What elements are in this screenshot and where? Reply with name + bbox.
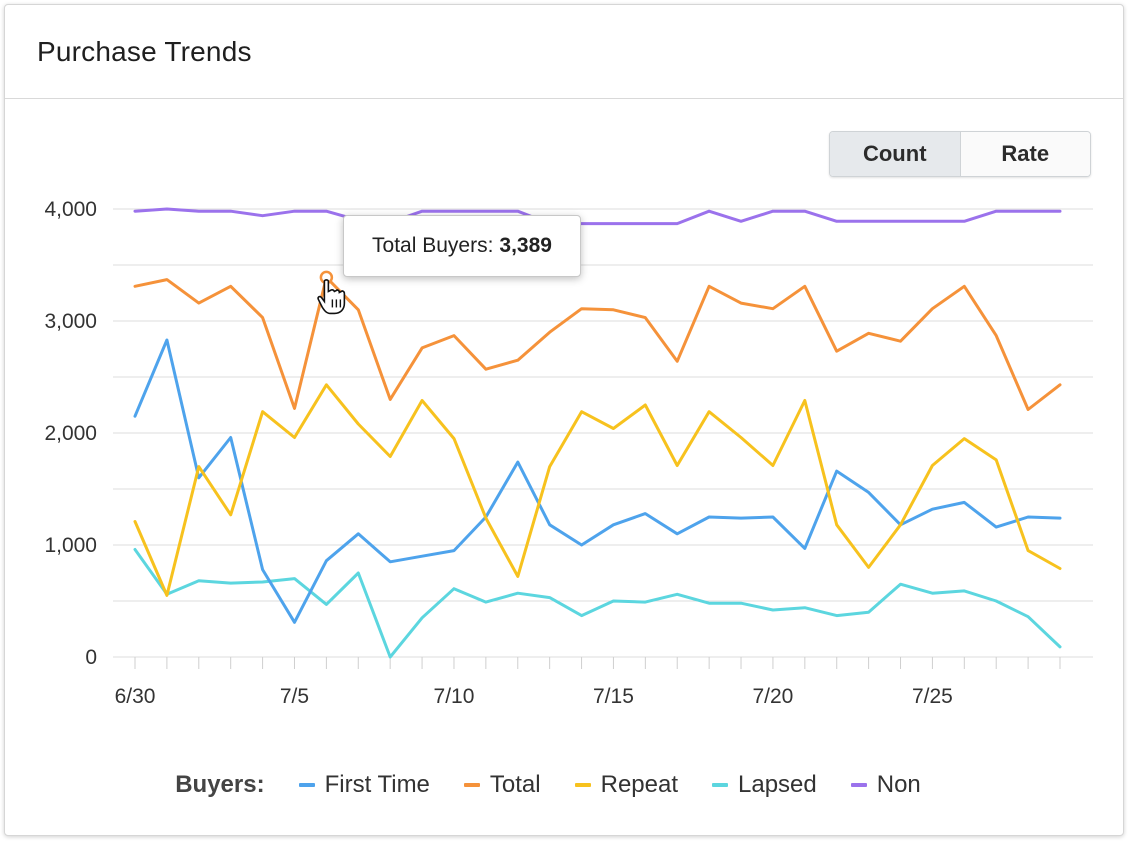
legend-item-first-time[interactable]: First Time <box>298 771 430 799</box>
series-line-total <box>133 275 1062 411</box>
legend-swatch <box>298 783 315 787</box>
x-tick-label: 7/25 <box>912 685 953 708</box>
line-chart: 0 1,000 2,000 3,000 4,000 6/30 7/5 7/10 7/15 7/20… <box>44 198 1093 708</box>
series-line-repeat <box>133 383 1062 597</box>
x-tick-label: 7/20 <box>752 685 793 708</box>
card-header: Purchase Trends <box>5 5 1123 99</box>
count-rate-toggle: Count Rate <box>829 131 1091 177</box>
legend-swatch <box>850 783 867 787</box>
y-tick-label: 1,000 <box>44 534 97 557</box>
hand-cursor-icon <box>317 279 346 315</box>
y-tick-label: 2,000 <box>44 422 97 445</box>
series-line-non <box>133 207 1062 226</box>
legend-swatch <box>463 783 480 787</box>
legend-item-lapsed[interactable]: Lapsed <box>712 771 817 799</box>
tooltip-label: Total Buyers: <box>372 234 494 257</box>
legend-item-repeat[interactable]: Repeat <box>574 771 678 799</box>
legend-label: Repeat <box>600 771 678 798</box>
card-title: Purchase Trends <box>37 35 252 67</box>
legend-title: Buyers: <box>175 771 265 798</box>
legend-label: Lapsed <box>738 771 817 798</box>
legend-label: First Time <box>324 771 430 798</box>
legend-label: Non <box>876 771 921 798</box>
legend-label: Total <box>489 771 541 798</box>
x-tick-label: 6/30 <box>115 685 156 708</box>
x-tick-label: 7/10 <box>434 685 475 708</box>
x-tick-label: 7/15 <box>593 685 634 708</box>
count-button[interactable]: Count <box>830 132 961 176</box>
purchase-trends-card: Purchase Trends Count Rate 0 1,000 2,000 3,… <box>4 4 1124 836</box>
chart-tooltip: Total Buyers: 3,389 <box>343 215 581 277</box>
series-line-first-time <box>133 338 1062 624</box>
y-tick-label: 4,000 <box>44 198 97 221</box>
rate-button[interactable]: Rate <box>960 132 1090 176</box>
legend-swatch <box>712 783 728 787</box>
y-tick-label: 0 <box>85 646 97 669</box>
chart-legend: Buyers: First Time Total Repeat Lapsed Non <box>5 771 1123 799</box>
x-tick-label: 7/5 <box>280 685 309 708</box>
legend-swatch <box>574 783 591 787</box>
series-line-lapsed <box>133 548 1062 659</box>
y-tick-label: 3,000 <box>44 310 97 333</box>
legend-item-non[interactable]: Non <box>850 771 921 799</box>
legend-item-total[interactable]: Total <box>463 771 541 799</box>
tooltip-value: 3,389 <box>499 234 552 257</box>
